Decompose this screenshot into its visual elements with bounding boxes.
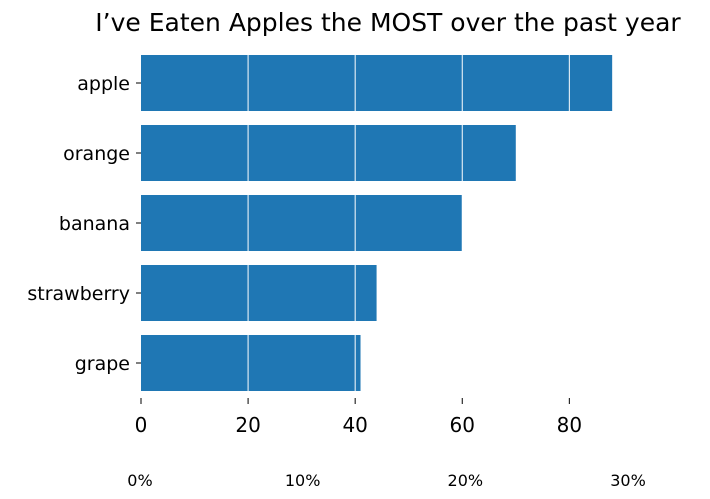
category-label-banana: banana: [59, 213, 130, 235]
category-label-apple: apple: [77, 73, 130, 95]
x-tick-label-0: 0: [135, 413, 148, 437]
bar-apple: [141, 55, 613, 111]
bars-group: [141, 55, 613, 391]
x-tick-label-40: 40: [342, 413, 367, 437]
category-label-strawberry: strawberry: [27, 283, 130, 305]
percent-tick-label-3: 30%: [610, 471, 646, 490]
bar-banana: [141, 195, 463, 251]
percent-tick-label-0: 0%: [127, 471, 152, 490]
percent-tick-label-2: 20%: [448, 471, 484, 490]
bar-grape: [141, 335, 361, 391]
chart-title: I’ve Eaten Apples the MOST over the past…: [95, 8, 681, 37]
percent-tick-label-1: 10%: [285, 471, 321, 490]
x-tick-label-60: 60: [450, 413, 475, 437]
percent-axis: 0% 10% 20% 30%: [127, 471, 645, 490]
bar-orange: [141, 125, 516, 181]
bar-strawberry: [141, 265, 377, 321]
category-label-grape: grape: [75, 353, 130, 375]
grid-lines: [247, 48, 570, 398]
x-axis-ticks: 0 20 40 60 80: [135, 398, 582, 437]
x-tick-label-20: 20: [235, 413, 260, 437]
category-labels: apple orange banana strawberry grape: [27, 73, 141, 375]
x-tick-label-80: 80: [557, 413, 582, 437]
category-label-orange: orange: [63, 143, 130, 165]
